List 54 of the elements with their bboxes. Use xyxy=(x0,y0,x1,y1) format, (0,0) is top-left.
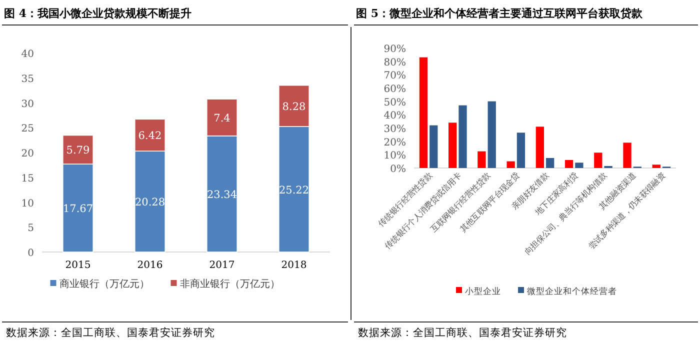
y-tick-label: 70% xyxy=(384,70,406,82)
y-tick-label: 15 xyxy=(21,173,34,184)
data-label: 5.79 xyxy=(66,144,90,157)
legend-label: 商业银行（万亿元） xyxy=(59,278,150,290)
x-tick-label: 2018 xyxy=(281,260,307,271)
y-tick-label: 10% xyxy=(384,150,406,162)
data-label: 8.28 xyxy=(282,100,306,113)
legend-label: 小型企业 xyxy=(465,286,501,297)
y-tick-label: 60% xyxy=(384,84,406,95)
bar xyxy=(536,126,544,168)
y-tick-label: 0% xyxy=(390,164,406,175)
y-tick-label: 5 xyxy=(28,223,34,234)
data-label: 25.22 xyxy=(278,184,310,196)
x-tick-label: 2017 xyxy=(209,260,235,271)
legend-label: 微型企业和个体经营者 xyxy=(527,286,617,297)
y-tick-label: 80% xyxy=(384,57,406,68)
bar xyxy=(575,162,584,168)
bar xyxy=(546,158,554,168)
y-tick-label: 40% xyxy=(384,110,406,122)
data-label: 23.34 xyxy=(206,188,238,201)
y-tick-label: 25 xyxy=(21,124,34,135)
bar xyxy=(448,122,457,168)
bar xyxy=(564,160,574,168)
y-tick-label: 20% xyxy=(384,137,406,148)
bar xyxy=(594,152,602,168)
source-note: 数据来源：全国工商联、国泰君安证券研究 xyxy=(358,326,567,339)
y-tick-label: 50% xyxy=(384,97,406,108)
y-tick-label: 35 xyxy=(21,74,34,85)
data-label: 20.28 xyxy=(134,196,166,209)
bar xyxy=(506,161,515,168)
x-tick-label: 2016 xyxy=(137,260,163,271)
data-label: 17.67 xyxy=(62,203,94,216)
bar xyxy=(652,164,660,168)
bar xyxy=(623,142,632,168)
bar xyxy=(419,57,428,168)
bar xyxy=(458,105,467,168)
x-tick-label: 2015 xyxy=(65,260,91,271)
chart-title: 图 4：我国小微企业贷款规模不断提升 xyxy=(4,7,192,20)
bar xyxy=(478,151,486,168)
bar xyxy=(430,125,438,168)
data-label: 7.4 xyxy=(214,112,231,124)
data-label: 6.42 xyxy=(138,130,162,142)
y-tick-label: 0 xyxy=(28,248,34,259)
legend-label: 非商业银行（万亿元） xyxy=(180,278,280,290)
y-tick-label: 30 xyxy=(21,98,34,110)
y-tick-label: 40 xyxy=(21,49,34,60)
y-tick-label: 30% xyxy=(384,124,406,135)
chart-title: 图 5：微型企业和个体经营者主要通过互联网平台获取贷款 xyxy=(356,7,644,20)
bar xyxy=(516,132,526,168)
bar xyxy=(488,101,496,168)
source-note: 数据来源：全国工商联、国泰君安证券研究 xyxy=(6,326,215,339)
y-tick-label: 20 xyxy=(21,148,34,160)
y-tick-label: 90% xyxy=(384,44,406,55)
y-tick-label: 10 xyxy=(21,198,34,210)
